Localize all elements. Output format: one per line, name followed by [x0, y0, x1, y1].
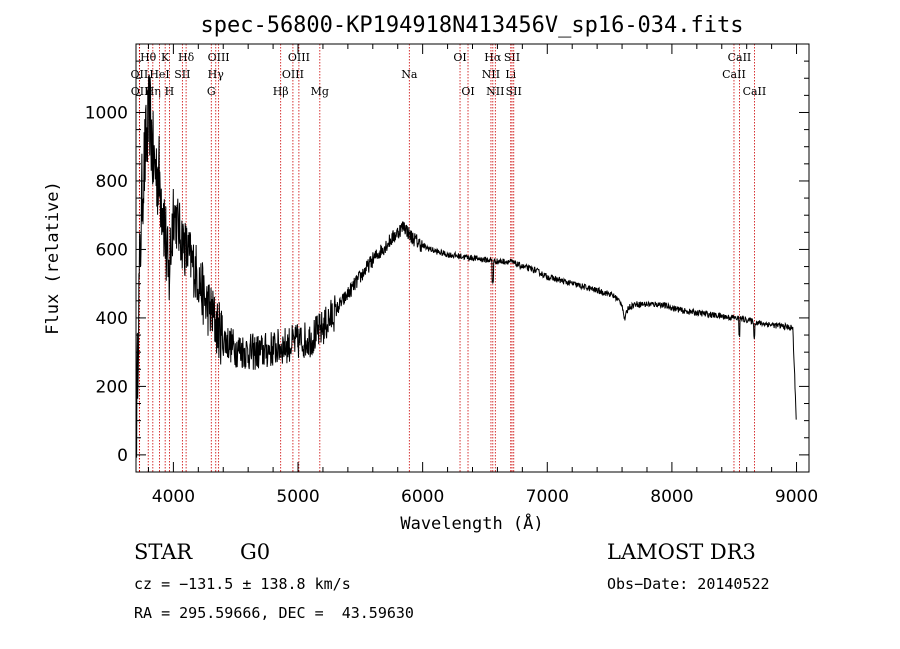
spectral-line-label: OI — [461, 85, 474, 98]
spectral-line-label: SII — [504, 51, 520, 64]
x-axis-label: Wavelength (Å) — [400, 512, 543, 534]
spectral-line-label: H — [165, 85, 175, 98]
redshift-velocity: cz = −131.5 ± 138.8 km/s — [134, 575, 351, 593]
spectral-line-label: NII — [486, 85, 504, 98]
y-tick-label: 0 — [117, 446, 128, 466]
x-tick-label: 8000 — [650, 487, 693, 507]
y-tick-label: 800 — [96, 172, 128, 192]
spectral-line-label: Na — [401, 68, 418, 81]
spectral-line-label: CaII — [743, 85, 767, 98]
spectral-line-label: Hθ — [140, 51, 157, 64]
spectral-line-label: Li — [505, 68, 516, 81]
spectrum-series — [136, 74, 797, 458]
spectral-line-label: CaII — [728, 51, 752, 64]
x-tick-label: 5000 — [276, 487, 319, 507]
spectral-line-label: OI — [453, 51, 466, 64]
spectral-line-label: OIII — [288, 51, 310, 64]
axis-ticks: 4000 5000 6000 7000 8000 9000 0 200 400 600 800 100… — [85, 44, 818, 507]
y-axis-label: Flux (relative) — [43, 181, 63, 335]
spectral-line-label: OIII — [208, 51, 230, 64]
object-class: STAR — [134, 540, 193, 564]
x-tick-label: 4000 — [152, 487, 195, 507]
chart-title: spec-56800-KP194918N413456V_sp16-034.fit… — [200, 13, 743, 38]
spectral-line-label: OIII — [282, 68, 304, 81]
spectrum-line — [136, 74, 797, 458]
spectral-line-label: HeI — [149, 68, 169, 81]
x-tick-label: 7000 — [526, 487, 569, 507]
y-tick-label: 400 — [96, 309, 128, 329]
spectral-line-label: Mg — [311, 85, 329, 98]
spectral-line-label: Hα — [484, 51, 502, 64]
y-tick-label: 200 — [96, 377, 128, 397]
spectral-line-label: Hδ — [178, 51, 195, 64]
coordinates: RA = 295.59666, DEC = 43.59630 — [134, 604, 414, 622]
survey-name: LAMOST DR3 — [607, 540, 756, 564]
spectral-line-label: Hη — [145, 85, 161, 98]
spectral-line-label: Hβ — [273, 85, 289, 98]
spectral-line-label: K — [161, 51, 170, 64]
spectral-line-label: CaII — [722, 68, 746, 81]
object-subclass: G0 — [240, 540, 271, 564]
spectral-line-label: SII — [174, 68, 190, 81]
y-tick-label: 1000 — [85, 103, 128, 123]
spectral-line-label: SII — [506, 85, 522, 98]
y-tick-label: 600 — [96, 240, 128, 260]
observation-date: Obs−Date: 20140522 — [607, 575, 770, 593]
x-tick-label: 9000 — [775, 487, 818, 507]
spectral-line-label: NII — [482, 68, 500, 81]
spectral-line-label: OII — [131, 85, 149, 98]
spectral-line-label: G — [207, 85, 216, 98]
spectral-line-label: Hγ — [208, 68, 225, 81]
x-tick-label: 6000 — [401, 487, 444, 507]
